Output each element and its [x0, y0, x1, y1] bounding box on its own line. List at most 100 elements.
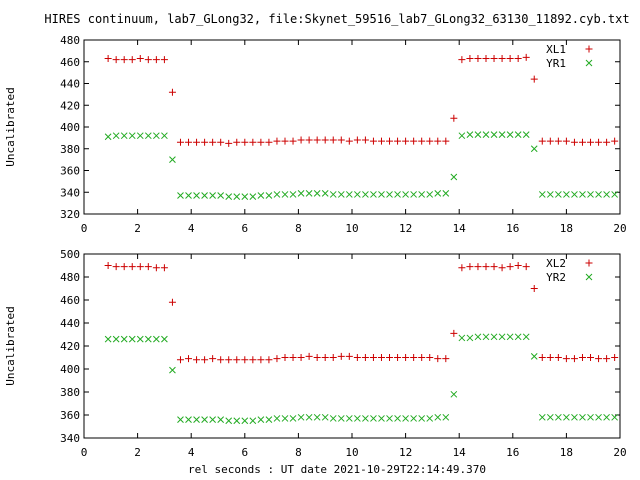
- x-tick-label: 4: [188, 222, 195, 235]
- data-point: [563, 191, 570, 198]
- data-point: [152, 264, 160, 272]
- data-point: [201, 416, 208, 423]
- data-point: [378, 191, 385, 198]
- legend-label: XL2: [546, 257, 566, 270]
- data-point: [595, 413, 602, 421]
- data-point: [394, 191, 401, 198]
- data-point: [144, 132, 152, 140]
- x-tick-label: 2: [134, 446, 141, 459]
- data-point: [257, 356, 265, 364]
- y-tick-label: 400: [60, 121, 80, 134]
- data-point: [458, 264, 466, 272]
- data-point: [345, 191, 353, 198]
- data-point: [562, 137, 570, 145]
- data-point: [305, 413, 313, 421]
- x-tick-label: 4: [188, 446, 195, 459]
- data-point: [176, 138, 184, 146]
- data-point: [377, 137, 385, 145]
- y-tick-label: 420: [60, 99, 80, 112]
- data-point: [176, 356, 184, 364]
- data-point: [337, 191, 345, 198]
- data-point: [571, 191, 578, 198]
- legend-label: YR1: [546, 57, 566, 70]
- data-point: [265, 356, 273, 364]
- data-point: [209, 192, 216, 199]
- data-point: [257, 192, 265, 199]
- data-point: [538, 137, 546, 145]
- series-yr2: [104, 333, 618, 425]
- data-point: [193, 192, 200, 199]
- data-point: [490, 54, 498, 62]
- data-point: [546, 137, 554, 145]
- data-point: [128, 56, 136, 64]
- data-point: [273, 415, 281, 422]
- data-point: [265, 138, 273, 146]
- data-point: [112, 335, 120, 343]
- data-point: [289, 354, 297, 361]
- data-point: [402, 191, 409, 198]
- data-point: [289, 191, 297, 198]
- data-point: [281, 191, 289, 198]
- data-point: [554, 354, 562, 361]
- data-point: [305, 136, 313, 144]
- data-point: [538, 413, 546, 421]
- data-point: [370, 191, 377, 198]
- data-point: [241, 417, 249, 425]
- data-point: [321, 413, 329, 421]
- data-point: [506, 131, 514, 138]
- series-xl1: [104, 53, 619, 147]
- series-yr1: [104, 131, 618, 200]
- data-point: [394, 137, 402, 145]
- data-point: [579, 191, 586, 198]
- data-point: [257, 416, 265, 423]
- data-point: [136, 132, 144, 140]
- data-point: [514, 262, 522, 269]
- data-point: [587, 138, 595, 146]
- data-point: [313, 354, 321, 361]
- data-point: [193, 416, 200, 423]
- data-point: [354, 415, 361, 422]
- data-point: [160, 264, 168, 272]
- data-point: [466, 54, 474, 62]
- data-point: [386, 191, 393, 198]
- data-point: [530, 145, 538, 153]
- data-point: [217, 192, 225, 199]
- data-point: [546, 354, 554, 361]
- data-point: [498, 333, 506, 341]
- data-point: [402, 415, 409, 422]
- data-point: [169, 366, 176, 374]
- data-point: [418, 137, 426, 145]
- data-point: [450, 390, 458, 398]
- data-point: [297, 136, 305, 144]
- legend-label: XL1: [546, 43, 566, 56]
- data-point: [128, 263, 136, 271]
- data-point: [104, 262, 112, 269]
- data-point: [603, 413, 610, 421]
- data-point: [514, 54, 522, 62]
- data-point: [458, 56, 466, 64]
- data-point: [289, 415, 297, 422]
- legend-marker: [585, 273, 593, 281]
- data-point: [297, 189, 305, 197]
- data-point: [225, 193, 233, 200]
- legend-marker: [585, 45, 593, 53]
- x-axis-label: rel seconds : UT date 2021-10-29T22:14:4…: [188, 463, 486, 476]
- data-point: [185, 416, 192, 423]
- data-point: [241, 356, 249, 364]
- y-axis-label: Uncalibrated: [4, 87, 17, 166]
- data-point: [578, 354, 586, 361]
- data-point: [450, 173, 458, 181]
- data-point: [506, 54, 514, 62]
- legend-marker: [585, 259, 593, 267]
- data-point: [161, 132, 168, 140]
- data-point: [498, 131, 506, 138]
- data-point: [321, 189, 329, 197]
- plot-top: 0 2 4 6 8 10 12 14 16 18 20 320 340 360 380 400 420 440 46…: [4, 34, 627, 235]
- data-point: [466, 263, 474, 271]
- data-point: [120, 56, 128, 64]
- data-point: [426, 354, 434, 361]
- data-point: [490, 333, 498, 341]
- data-point: [578, 138, 586, 146]
- data-point: [233, 417, 241, 425]
- data-point: [450, 329, 458, 337]
